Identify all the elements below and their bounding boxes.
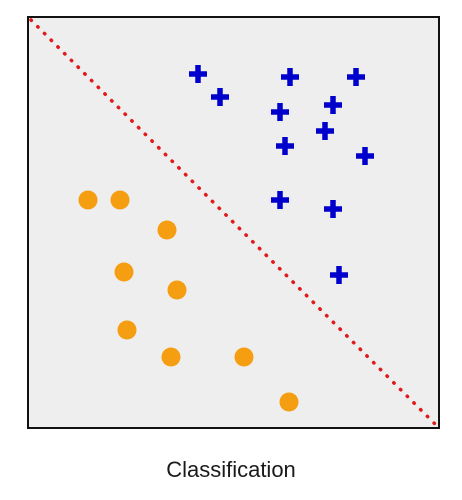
plus-icon [356,147,374,165]
class-b-points [78,190,299,412]
circle-point [234,347,254,367]
plus-icon [324,200,342,218]
class-a-points [189,65,374,284]
plus-icon [281,68,299,86]
circle-point [78,190,98,210]
circle-point [114,262,134,282]
figure-caption: Classification [166,457,296,482]
circle-point [117,320,137,340]
plus-icon [347,68,365,86]
plus-icon [276,137,294,155]
circle-point [279,392,299,412]
circle-point [167,280,187,300]
plus-icon [271,191,289,209]
plus-icon [330,266,348,284]
plus-icon [189,65,207,83]
circle-point [110,190,130,210]
plus-icon [316,122,334,140]
plus-icon [271,103,289,121]
plus-icon [211,88,229,106]
circle-point [157,220,177,240]
decision-boundary-line [29,18,438,427]
circle-point [161,347,181,367]
plus-icon [324,96,342,114]
